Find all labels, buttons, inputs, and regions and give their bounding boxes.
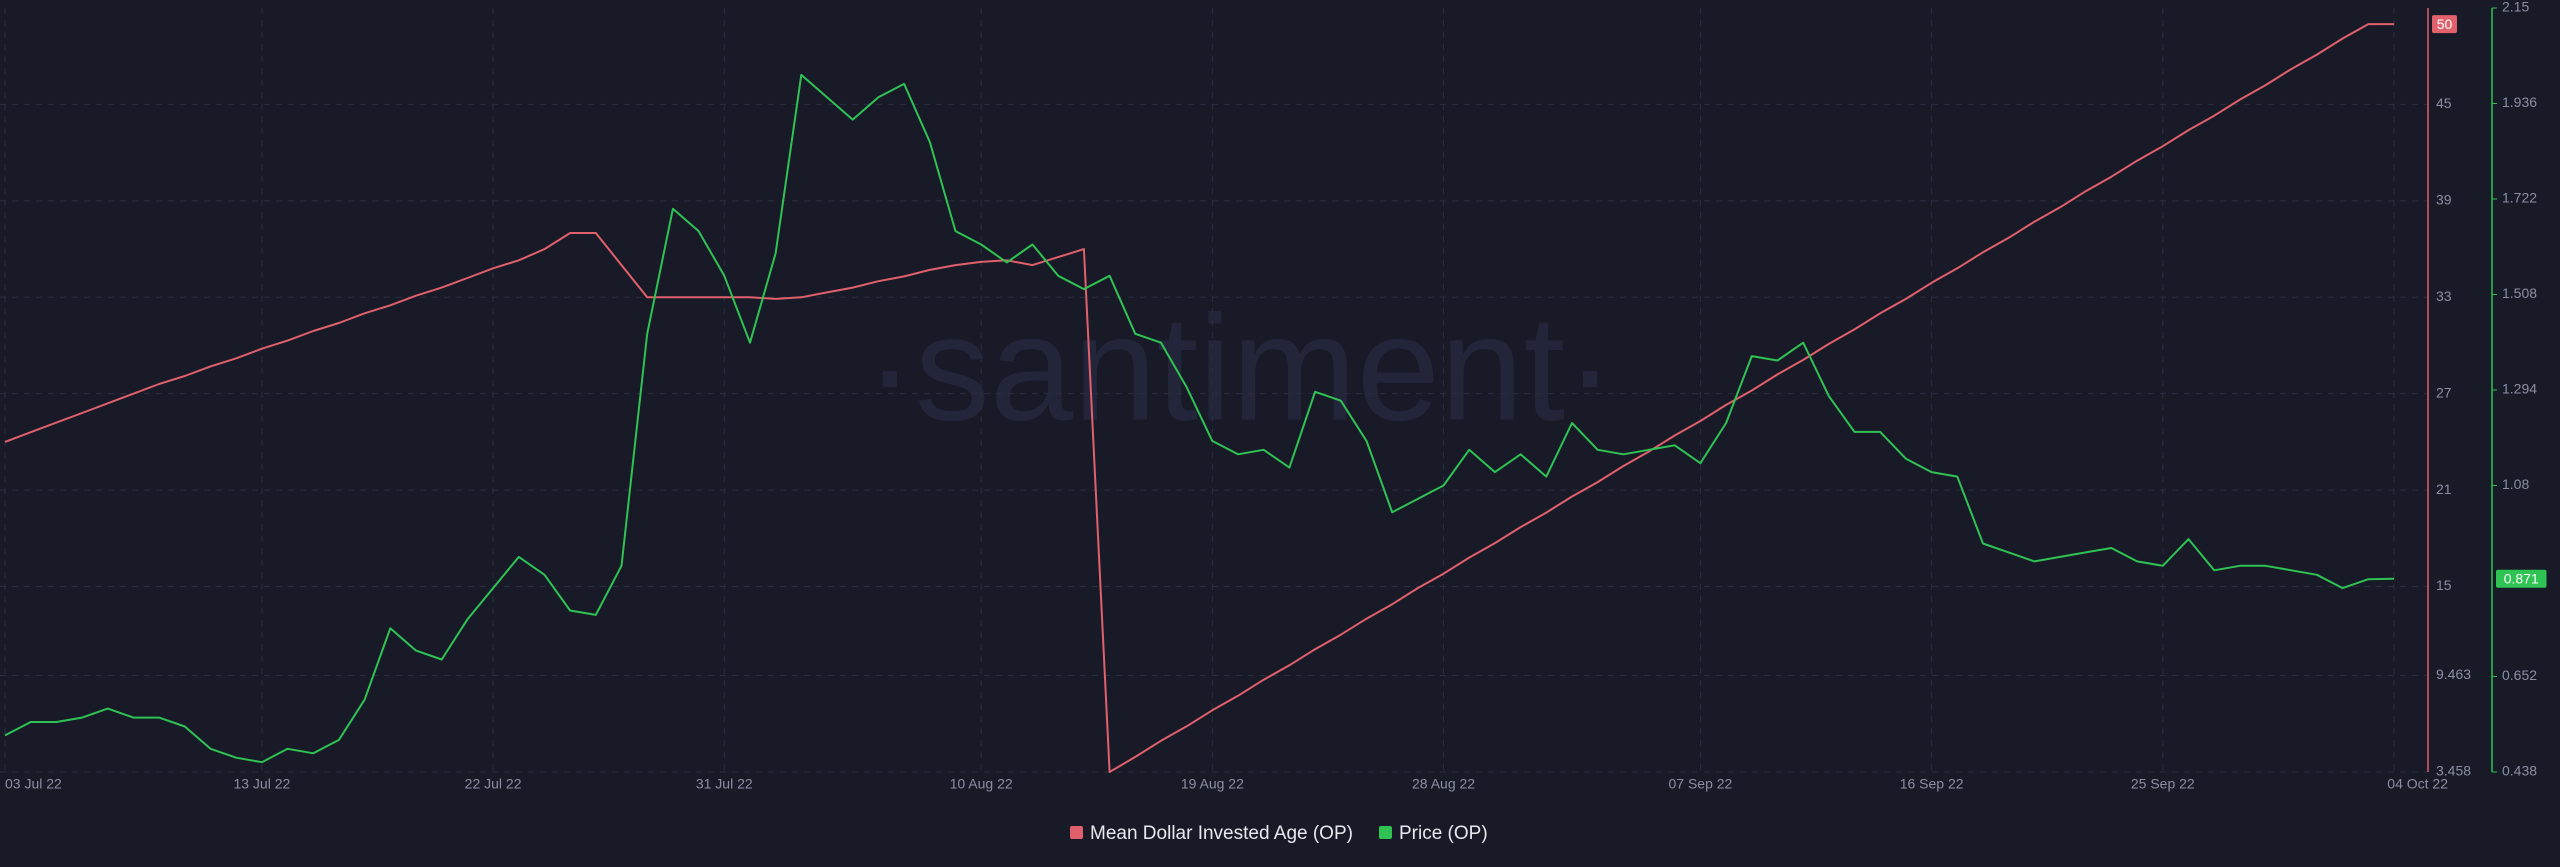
y-tick-label: 27 (2436, 384, 2452, 400)
x-tick-label: 19 Aug 22 (1181, 776, 1244, 792)
series-line (4, 73, 2395, 764)
y2-tick-label: 0.652 (2502, 667, 2537, 683)
y2-tick-label: 1.08 (2502, 476, 2529, 492)
x-tick-label: 03 Jul 22 (5, 776, 62, 792)
y-tick-label: 21 (2436, 481, 2452, 497)
legend-swatch (1070, 826, 1083, 839)
y-tick-label: 3.458 (2436, 763, 2471, 779)
legend-label: Mean Dollar Invested Age (OP) (1090, 823, 1353, 844)
y2-tick-label: 1.936 (2502, 94, 2537, 110)
x-tick-label: 13 Jul 22 (233, 776, 290, 792)
x-tick-label: 25 Sep 22 (2131, 776, 2195, 792)
x-tick-label: 31 Jul 22 (696, 776, 753, 792)
watermark: ·santiment· (865, 284, 1615, 452)
current-value-label: 50 (2437, 16, 2453, 32)
y-tick-label: 39 (2436, 192, 2452, 208)
current-value-label: 0.871 (2504, 570, 2539, 586)
legend-label: Price (OP) (1399, 823, 1488, 844)
y-tick-label: 15 (2436, 577, 2452, 593)
y2-tick-label: 1.722 (2502, 190, 2537, 206)
y-tick-label: 9.463 (2436, 666, 2471, 682)
y-tick-label: 45 (2436, 95, 2452, 111)
x-tick-label: 16 Sep 22 (1900, 776, 1964, 792)
x-tick-label: 28 Aug 22 (1412, 776, 1475, 792)
y2-tick-label: 2.15 (2502, 0, 2529, 15)
x-tick-label: 04 Oct 22 (2387, 776, 2448, 792)
x-tick-label: 07 Sep 22 (1668, 776, 1732, 792)
x-tick-label: 22 Jul 22 (465, 776, 522, 792)
current-value-badge (2432, 15, 2457, 34)
x-tick-label: 10 Aug 22 (950, 776, 1013, 792)
y2-tick-label: 1.294 (2502, 381, 2537, 397)
legend-swatch (1378, 826, 1392, 839)
y2-tick-label: 0.438 (2502, 763, 2537, 779)
y2-tick-label: 1.508 (2502, 285, 2537, 301)
current-value-badge (2496, 569, 2547, 588)
y-tick-label: 33 (2436, 288, 2452, 304)
series-line (4, 23, 2394, 773)
